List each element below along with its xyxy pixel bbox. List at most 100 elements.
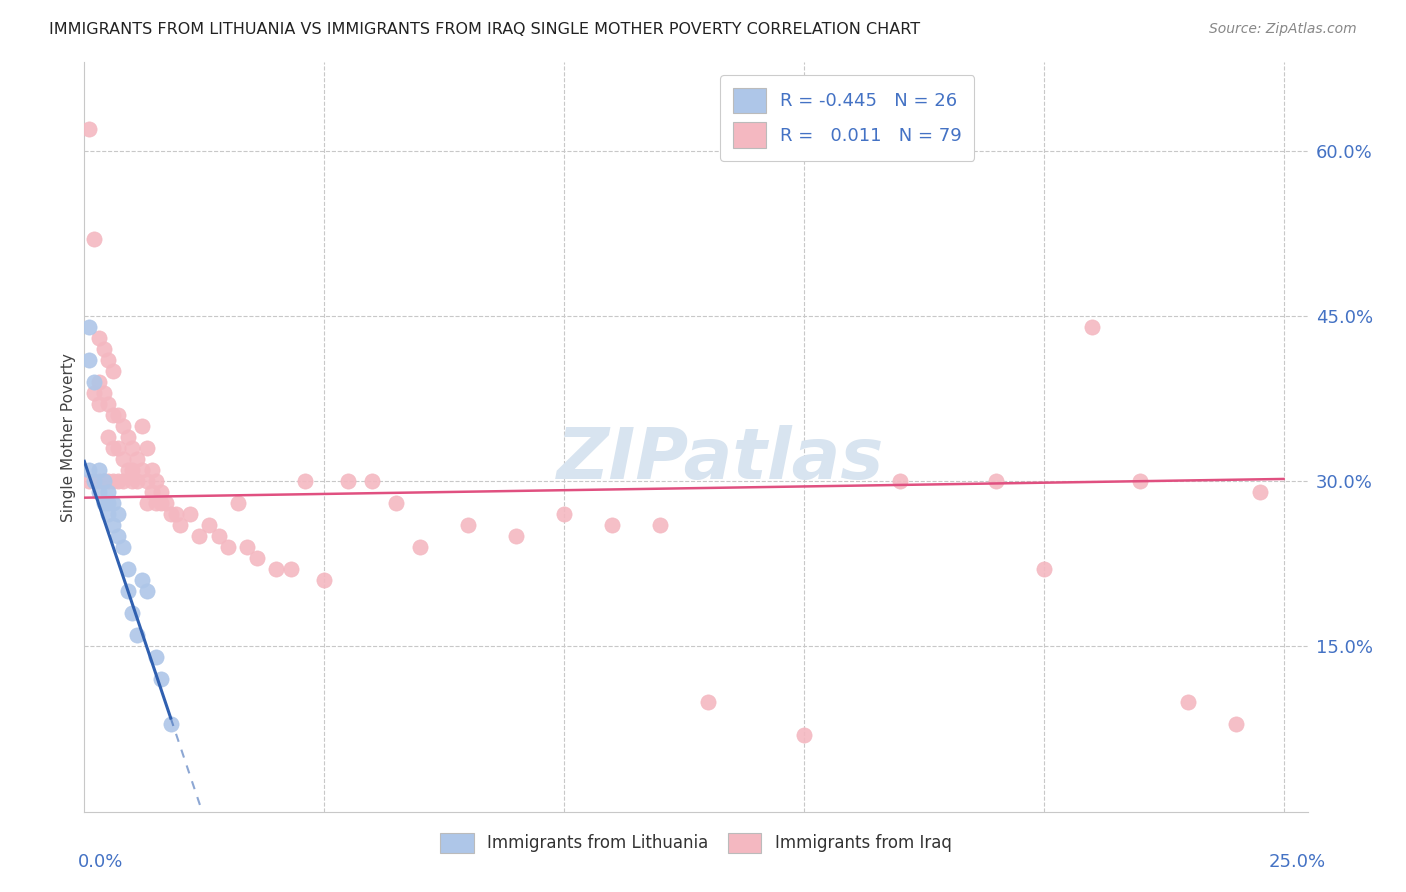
Point bbox=[155, 496, 177, 510]
Point bbox=[117, 430, 139, 444]
Point bbox=[83, 375, 105, 389]
Point bbox=[97, 474, 120, 488]
Point bbox=[385, 496, 408, 510]
Point bbox=[111, 541, 134, 555]
Point bbox=[97, 430, 120, 444]
Point bbox=[77, 319, 100, 334]
Point bbox=[97, 496, 120, 510]
Point bbox=[77, 463, 100, 477]
Point bbox=[141, 485, 163, 500]
Point bbox=[1032, 562, 1054, 576]
Point bbox=[145, 650, 167, 665]
Text: IMMIGRANTS FROM LITHUANIA VS IMMIGRANTS FROM IRAQ SINGLE MOTHER POVERTY CORRELAT: IMMIGRANTS FROM LITHUANIA VS IMMIGRANTS … bbox=[49, 22, 921, 37]
Point bbox=[93, 386, 115, 401]
Point bbox=[93, 474, 115, 488]
Point bbox=[165, 507, 187, 521]
Point bbox=[127, 628, 149, 642]
Point bbox=[505, 529, 527, 543]
Point bbox=[131, 419, 153, 434]
Point bbox=[117, 463, 139, 477]
Point bbox=[87, 485, 110, 500]
Point bbox=[117, 584, 139, 599]
Point bbox=[697, 694, 720, 708]
Point bbox=[1177, 694, 1199, 708]
Point bbox=[141, 463, 163, 477]
Point bbox=[226, 496, 249, 510]
Legend: Immigrants from Lithuania, Immigrants from Iraq: Immigrants from Lithuania, Immigrants fr… bbox=[433, 826, 959, 860]
Point bbox=[121, 441, 143, 455]
Point bbox=[127, 474, 149, 488]
Text: Source: ZipAtlas.com: Source: ZipAtlas.com bbox=[1209, 22, 1357, 37]
Point bbox=[280, 562, 302, 576]
Point bbox=[107, 408, 129, 422]
Point bbox=[145, 474, 167, 488]
Point bbox=[127, 452, 149, 467]
Point bbox=[409, 541, 432, 555]
Point bbox=[87, 397, 110, 411]
Point bbox=[111, 474, 134, 488]
Point bbox=[111, 452, 134, 467]
Point bbox=[111, 419, 134, 434]
Point bbox=[87, 474, 110, 488]
Point bbox=[131, 574, 153, 588]
Point bbox=[150, 485, 173, 500]
Point bbox=[169, 518, 191, 533]
Point bbox=[150, 496, 173, 510]
Point bbox=[101, 408, 124, 422]
Point bbox=[93, 496, 115, 510]
Point bbox=[600, 518, 623, 533]
Point bbox=[236, 541, 259, 555]
Point bbox=[101, 474, 124, 488]
Point bbox=[188, 529, 211, 543]
Point bbox=[264, 562, 287, 576]
Point bbox=[93, 474, 115, 488]
Point bbox=[117, 562, 139, 576]
Point bbox=[648, 518, 671, 533]
Point bbox=[208, 529, 231, 543]
Point bbox=[131, 463, 153, 477]
Point bbox=[97, 485, 120, 500]
Text: 0.0%: 0.0% bbox=[79, 853, 124, 871]
Point bbox=[294, 474, 316, 488]
Point bbox=[145, 496, 167, 510]
Point bbox=[135, 441, 157, 455]
Point bbox=[1225, 716, 1247, 731]
Point bbox=[314, 574, 336, 588]
Point bbox=[87, 463, 110, 477]
Point bbox=[217, 541, 239, 555]
Point bbox=[83, 232, 105, 246]
Point bbox=[77, 353, 100, 368]
Text: ZIPatlas: ZIPatlas bbox=[557, 425, 884, 494]
Point bbox=[77, 121, 100, 136]
Point bbox=[107, 529, 129, 543]
Point bbox=[97, 507, 120, 521]
Point bbox=[121, 607, 143, 621]
Point bbox=[984, 474, 1007, 488]
Point bbox=[1249, 485, 1271, 500]
Point bbox=[107, 441, 129, 455]
Point bbox=[93, 342, 115, 356]
Point bbox=[1129, 474, 1152, 488]
Point bbox=[457, 518, 479, 533]
Point bbox=[97, 353, 120, 368]
Point bbox=[77, 474, 100, 488]
Point bbox=[198, 518, 221, 533]
Point bbox=[97, 397, 120, 411]
Point bbox=[246, 551, 269, 566]
Point bbox=[1080, 319, 1102, 334]
Point bbox=[159, 716, 181, 731]
Text: 25.0%: 25.0% bbox=[1268, 853, 1326, 871]
Point bbox=[101, 496, 124, 510]
Point bbox=[121, 474, 143, 488]
Point bbox=[135, 496, 157, 510]
Point bbox=[179, 507, 201, 521]
Point bbox=[135, 584, 157, 599]
Point bbox=[107, 507, 129, 521]
Point bbox=[793, 728, 815, 742]
Point bbox=[87, 331, 110, 345]
Point bbox=[83, 474, 105, 488]
Point bbox=[150, 673, 173, 687]
Point bbox=[87, 375, 110, 389]
Point bbox=[159, 507, 181, 521]
Point bbox=[101, 364, 124, 378]
